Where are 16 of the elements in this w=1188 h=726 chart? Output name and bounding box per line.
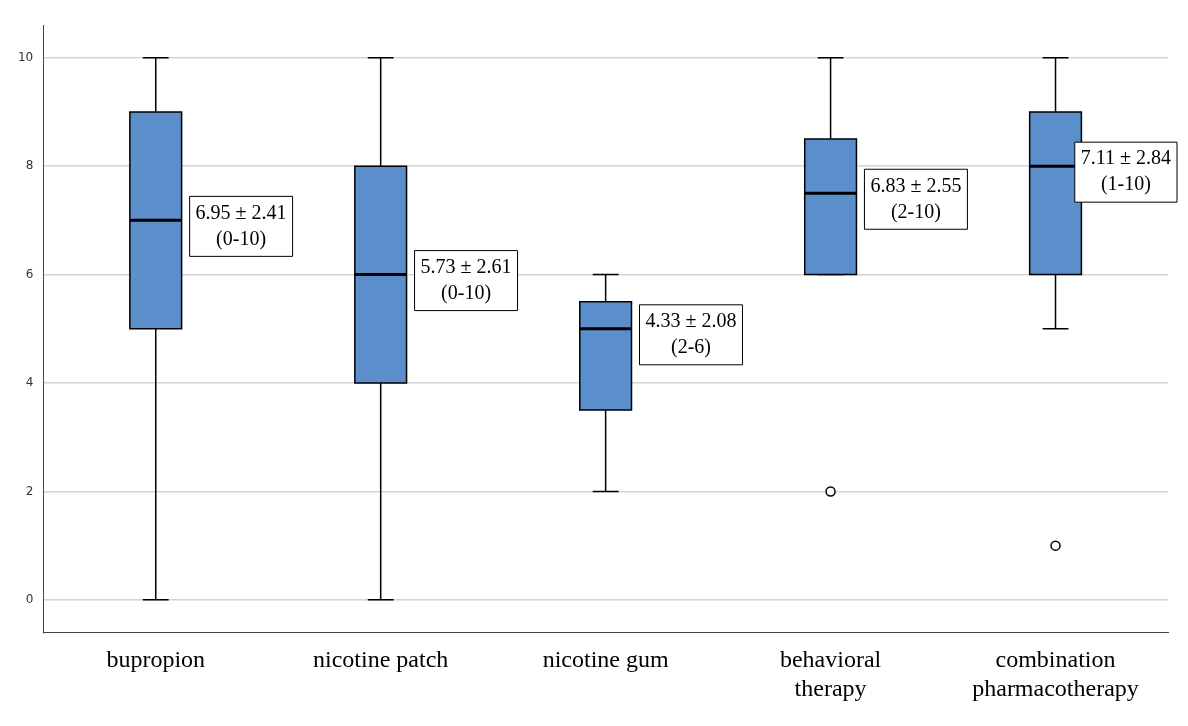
annotation: 4.33 ± 2.08 (2-6)	[645, 309, 737, 359]
x-tick-label: combination pharmacotherapy	[972, 646, 1139, 701]
x-tick-label: nicotine patch	[313, 646, 449, 673]
x-tick-label: bupropion	[106, 646, 206, 673]
annotation: 6.83 ± 2.55 (2-10)	[870, 173, 962, 223]
y-tick-label: 4	[25, 375, 34, 390]
annotation: 5.73 ± 2.61 (0-10)	[420, 254, 512, 304]
y-tick-label: 6	[25, 266, 34, 281]
y-tick-label: 8	[25, 158, 34, 173]
y-tick-label: 10	[17, 49, 34, 64]
y-tick-label: 0	[25, 592, 34, 606]
x-tick-label: nicotine gum	[542, 646, 669, 673]
annotation: 6.95 ± 2.41 (0-10)	[195, 200, 287, 250]
y-tick-label: 2	[25, 483, 34, 498]
annotation: 7.11 ± 2.84 (1-10)	[1080, 146, 1171, 196]
x-tick-label: behavioral therapy	[779, 646, 882, 701]
